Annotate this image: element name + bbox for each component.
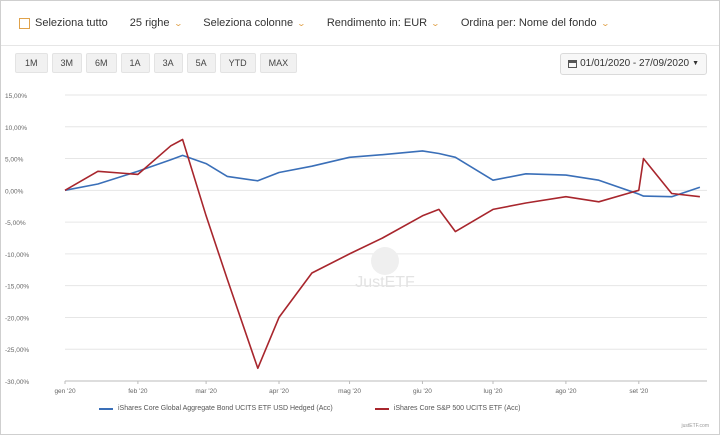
period-selector: 1M 3M 6M 1A 3A 5A YTD MAX bbox=[15, 53, 298, 73]
x-tick-label: ago '20 bbox=[555, 388, 577, 395]
x-tick-label: gen '20 bbox=[54, 388, 76, 395]
select-all-control[interactable]: Seleziona tutto bbox=[19, 17, 108, 29]
watermark-icon bbox=[371, 247, 399, 275]
checkbox-icon[interactable] bbox=[19, 17, 30, 29]
y-tick-label: -15,00% bbox=[5, 284, 29, 291]
y-tick-label: 10,00% bbox=[5, 125, 27, 132]
return-currency-label: Rendimento in: EUR bbox=[326, 17, 428, 29]
chevron-down-icon: ⌄ bbox=[600, 18, 610, 28]
y-tick-label: 0,00% bbox=[5, 188, 24, 195]
chevron-down-icon: ⌄ bbox=[430, 18, 441, 28]
y-tick-label: -10,00% bbox=[5, 252, 29, 259]
legend-item-bond[interactable]: iShares Core Global Aggregate Bond UCITS… bbox=[99, 405, 333, 412]
chevron-down-icon: ⌄ bbox=[296, 18, 307, 28]
y-tick-label: -5,00% bbox=[5, 220, 26, 227]
period-button-3a[interactable]: 3A bbox=[153, 53, 183, 73]
date-range-text: 01/01/2020 - 27/09/2020 bbox=[580, 58, 690, 69]
bond-series-line bbox=[64, 150, 701, 198]
select-all-label: Seleziona tutto bbox=[35, 17, 108, 29]
y-tick-label: -25,00% bbox=[5, 347, 29, 354]
order-by-dropdown[interactable]: Ordina per: Nome del fondo ⌄ bbox=[460, 17, 610, 29]
period-button-5a[interactable]: 5A bbox=[186, 53, 216, 73]
chart-svg: 15,00% 10,00% 5,00% 0,00% -5,00% -10,00% -15,0… bbox=[5, 93, 707, 395]
y-tick-label: -20,00% bbox=[5, 315, 29, 322]
select-columns-label: Seleziona colonne bbox=[203, 17, 294, 29]
select-columns-dropdown[interactable]: Seleziona colonne ⌄ bbox=[203, 17, 307, 29]
x-tick-label: feb '20 bbox=[128, 388, 148, 395]
period-button-6m[interactable]: 6M bbox=[86, 53, 117, 73]
order-by-label: Ordina per: Nome del fondo bbox=[460, 17, 597, 29]
y-tick-label: 5,00% bbox=[5, 157, 24, 164]
legend-label: iShares Core Global Aggregate Bond UCITS… bbox=[118, 405, 333, 412]
legend-swatch bbox=[99, 407, 113, 410]
toolbar: Seleziona tutto 25 righe ⌄ Seleziona col… bbox=[1, 1, 719, 45]
x-tick-label: apr '20 bbox=[269, 388, 289, 395]
x-tick-label: set '20 bbox=[629, 388, 648, 395]
x-tick-label: mar '20 bbox=[195, 388, 217, 395]
toolbar-divider bbox=[1, 45, 719, 46]
y-tick-label: -30,00% bbox=[5, 379, 29, 386]
return-currency-dropdown[interactable]: Rendimento in: EUR ⌄ bbox=[326, 17, 441, 29]
chevron-down-icon: ⌄ bbox=[173, 18, 183, 28]
x-tick-label: giu '20 bbox=[413, 388, 432, 395]
performance-chart: 15,00% 10,00% 5,00% 0,00% -5,00% -10,00% -15,0… bbox=[1, 83, 719, 403]
legend-swatch bbox=[374, 407, 389, 410]
sp500-series-line bbox=[64, 138, 700, 370]
legend-item-sp500[interactable]: iShares Core S&P 500 UCITS ETF (Acc) bbox=[374, 405, 521, 412]
rows-label: 25 righe bbox=[129, 17, 170, 29]
x-tick-label: lug '20 bbox=[484, 388, 503, 395]
period-button-1m[interactable]: 1M bbox=[15, 53, 48, 73]
period-button-ytd[interactable]: YTD bbox=[219, 53, 256, 73]
legend-label: iShares Core S&P 500 UCITS ETF (Acc) bbox=[393, 405, 521, 412]
date-range-picker[interactable]: 01/01/2020 - 27/09/2020 ▼ bbox=[560, 53, 707, 75]
credit-text: justETF.com bbox=[681, 423, 709, 429]
y-tick-label: 15,00% bbox=[5, 93, 27, 100]
calendar-icon bbox=[568, 60, 578, 68]
chart-legend: iShares Core Global Aggregate Bond UCITS… bbox=[99, 405, 520, 412]
watermark-text: JustETF bbox=[355, 274, 415, 291]
period-button-max[interactable]: MAX bbox=[259, 53, 298, 73]
caret-down-icon: ▼ bbox=[692, 60, 699, 67]
period-button-3m[interactable]: 3M bbox=[51, 53, 83, 73]
rows-dropdown[interactable]: 25 righe ⌄ bbox=[129, 17, 183, 29]
x-tick-label: mag '20 bbox=[338, 388, 361, 395]
period-button-1a[interactable]: 1A bbox=[120, 53, 150, 73]
